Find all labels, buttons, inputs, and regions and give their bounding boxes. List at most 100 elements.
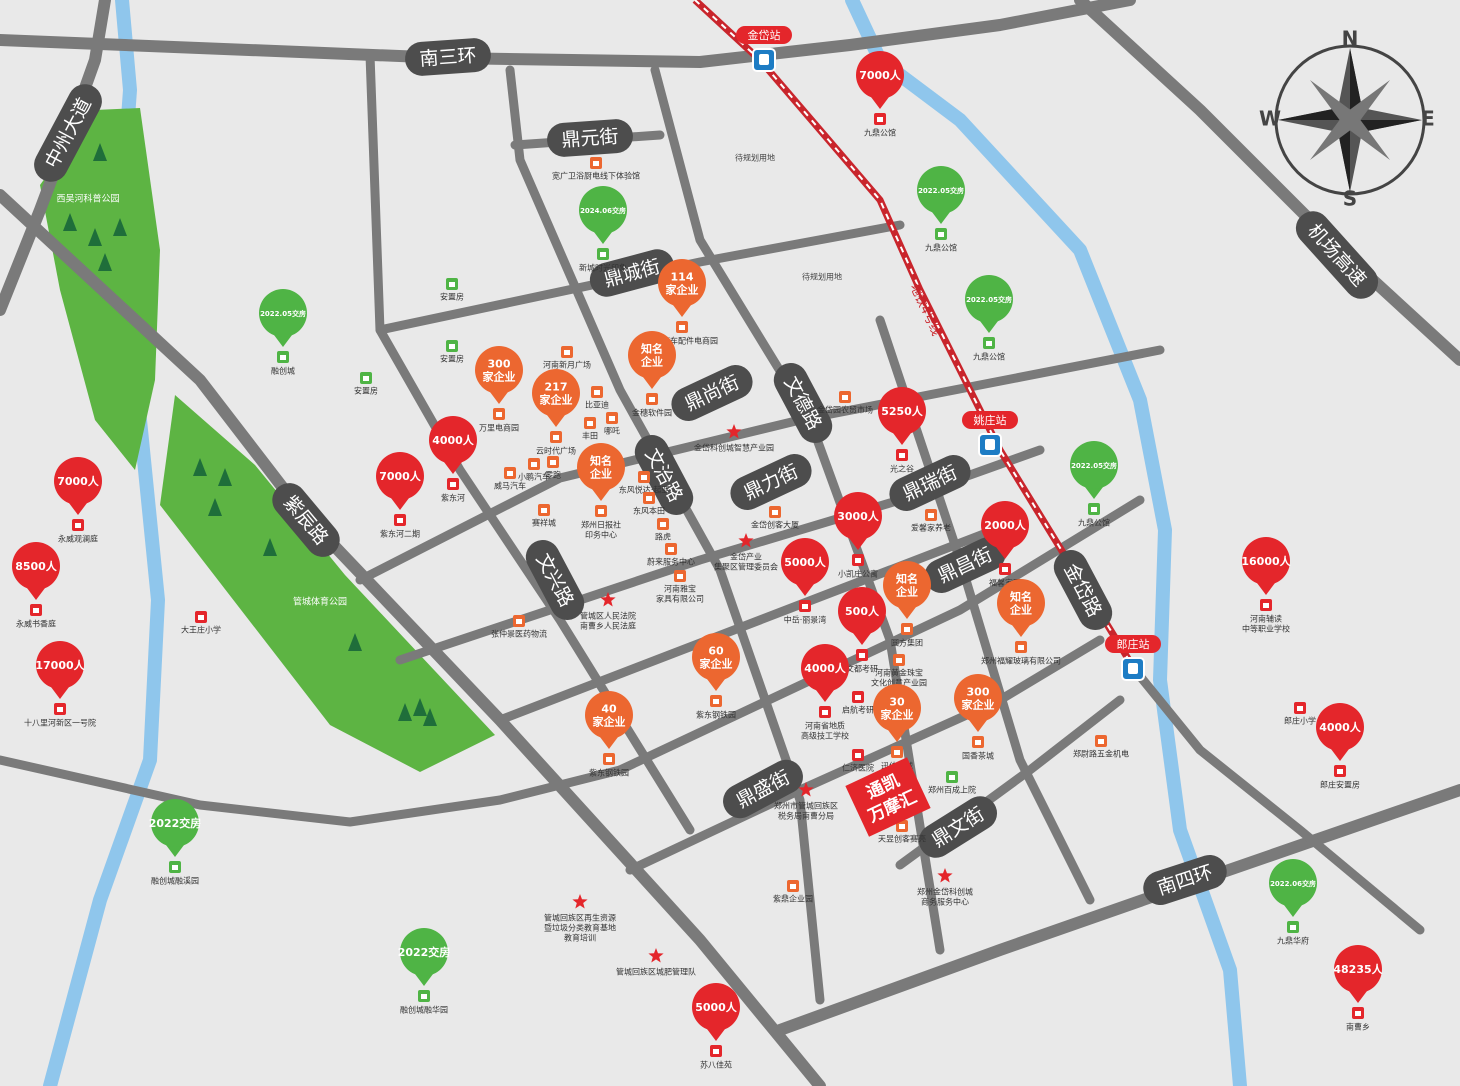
road <box>365 50 695 835</box>
poi-label: 小鹏汽车 <box>518 472 550 482</box>
pin-label: 2022.05交房 <box>1071 461 1117 470</box>
pin-place: 九鼎华府 <box>1277 936 1309 946</box>
place-icon-inner <box>1091 507 1097 512</box>
station-label-bg <box>962 411 1018 429</box>
star-label: 税务局南曹分局 <box>778 811 834 821</box>
star-label: 管城回族区城肥管理队 <box>616 967 696 977</box>
pin-label: 2000人 <box>984 518 1027 532</box>
place-icon-inner <box>1018 645 1024 650</box>
road-label: 鼎文街 <box>918 796 998 858</box>
poi-label: 启航考研 <box>842 705 874 715</box>
tree-icon <box>88 228 102 246</box>
star-label: 郑州金岱科创城 <box>917 887 973 897</box>
place-icon-inner <box>822 710 828 715</box>
poi-icon-inner <box>507 471 513 476</box>
place-icon-inner <box>855 558 861 563</box>
compass-star-shade <box>1278 48 1422 192</box>
road <box>0 0 1136 68</box>
pin-head <box>883 561 931 609</box>
compass-n: N <box>1342 27 1359 51</box>
poi-label: 仁济医院 <box>842 763 874 773</box>
pin-place: 南曹乡 <box>1346 1022 1370 1032</box>
poi-icon-inner <box>842 395 848 400</box>
place-icon-inner <box>1337 769 1343 774</box>
compass: N S W E <box>1259 27 1435 211</box>
road-label-bg <box>1053 550 1113 630</box>
road <box>774 784 1460 1036</box>
poi-icon-inner <box>198 615 204 620</box>
place-icon-inner <box>1002 567 1008 572</box>
poi-icon-inner <box>1297 706 1303 711</box>
pin-place: 圆方集团 <box>891 638 923 648</box>
poi-icon-inner <box>587 421 593 426</box>
star-label: 南曹乡人民法庭 <box>580 621 636 631</box>
pin-label: 7000人 <box>379 469 422 483</box>
place-icon-inner <box>938 232 944 237</box>
pin-head <box>585 691 633 739</box>
place-icon-inner <box>802 604 808 609</box>
poi-label: 郑州百成上院 <box>928 785 976 795</box>
place-icon-inner <box>600 252 606 257</box>
star-label: 暨垃圾分类教育基地 <box>544 923 616 933</box>
pin-label: 5250人 <box>881 404 924 418</box>
poi-label: 紫鼎企业园 <box>773 894 813 904</box>
pin-place: 中岳·丽景湾 <box>784 615 827 625</box>
pin-place: 苏八佳苑 <box>700 1060 732 1070</box>
place-icon-inner <box>986 341 992 346</box>
place-icon-inner <box>1263 603 1269 608</box>
star-label: 商务服务中心 <box>921 897 969 907</box>
place-icon-inner <box>421 994 427 999</box>
place-icon-inner <box>859 653 865 658</box>
road-label-bg <box>634 435 694 515</box>
road-label-bg <box>723 759 803 819</box>
road-label-bg <box>918 796 998 858</box>
pin-head <box>429 416 477 464</box>
road-label-bg <box>547 119 633 157</box>
road-label-bg <box>730 454 812 510</box>
pin-label: 2024.06交房 <box>580 206 626 215</box>
road-label-bg <box>525 540 585 620</box>
road-label-bg <box>34 84 102 182</box>
poi-icon-inner <box>646 496 652 501</box>
pin-head <box>954 674 1002 722</box>
pin-place: 紫东钢铁园 <box>696 710 736 720</box>
pin-head <box>628 331 676 379</box>
plain-label: 待规划用地 <box>735 153 775 163</box>
pin-label: 家企业 <box>962 698 995 712</box>
pin-label: 4000人 <box>432 433 475 447</box>
stars: 金岱科创城智慧产业园金岱产业集聚区管理委员会管城区人民法院南曹乡人民法庭郑州市管… <box>544 424 973 977</box>
pin-place: 融创城融华园 <box>400 1005 448 1015</box>
pin-place: 永威观澜庭 <box>58 534 98 544</box>
tree-icon <box>193 458 207 476</box>
poi-icon-inner <box>594 390 600 395</box>
place-icon-inner <box>904 627 910 632</box>
tree-icon <box>208 498 222 516</box>
place-icon-inner <box>679 325 685 330</box>
pin-label: 企业 <box>640 355 663 369</box>
road <box>875 315 1095 905</box>
pin-label: 8500人 <box>15 559 58 573</box>
pin-head <box>54 457 102 505</box>
poi-icon-inner <box>677 574 683 579</box>
poi-icon-inner <box>516 619 522 624</box>
pin-label: 3000人 <box>837 509 880 523</box>
poi-label: 文化创意产业园 <box>871 678 927 688</box>
pin-place: 万里电商园 <box>479 423 519 433</box>
project-highlight-bg <box>845 757 931 837</box>
place-icon-inner <box>1355 1011 1361 1016</box>
poi-label: 安置房 <box>354 386 378 396</box>
pin-head <box>917 166 965 214</box>
poi-label: 家具有限公司 <box>656 594 704 604</box>
star-label: 金岱产业 <box>730 552 762 562</box>
road-label-bg <box>889 455 971 511</box>
star-icon <box>726 424 742 439</box>
